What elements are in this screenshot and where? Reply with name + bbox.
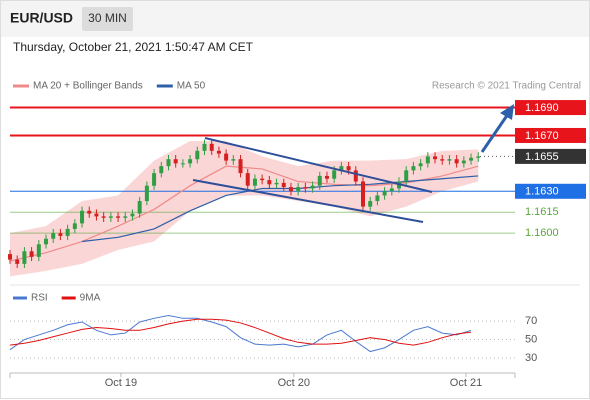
candle-body xyxy=(425,156,430,164)
candle-body xyxy=(65,228,70,236)
candle-body xyxy=(404,170,409,182)
candle-body xyxy=(368,201,373,207)
candle-body xyxy=(166,159,171,167)
symbol: EUR/USD xyxy=(10,10,73,26)
candle-body xyxy=(144,185,149,202)
x-tick-label: Oct 21 xyxy=(450,377,482,389)
y-tick-label: 70 xyxy=(525,315,537,327)
moving-average xyxy=(81,175,479,243)
candle-body xyxy=(411,166,416,171)
candle-body xyxy=(180,163,185,165)
candle-body xyxy=(252,178,257,186)
y-tick-label: 50 xyxy=(525,333,537,345)
interval[interactable]: 30 MIN xyxy=(88,11,127,25)
candle-body xyxy=(209,143,214,151)
candle-body xyxy=(36,244,41,257)
candle-body xyxy=(303,187,308,189)
candle-body xyxy=(173,159,178,164)
y-tick-label: 30 xyxy=(525,352,537,364)
x-tick-label: Oct 19 xyxy=(105,377,137,389)
candle-body xyxy=(310,185,315,189)
candle-body xyxy=(454,159,459,164)
legend-label: MA 20 + Bollinger Bands xyxy=(33,81,143,92)
candle-body xyxy=(51,233,56,239)
candle-body xyxy=(260,178,265,181)
candle-body xyxy=(137,201,142,214)
candle-body xyxy=(360,181,365,207)
rsi-panel: RSI 9MA 30 50 70 xyxy=(9,293,537,364)
candle-body xyxy=(123,216,128,218)
candle-body xyxy=(267,180,272,185)
legend-label: MA 50 xyxy=(177,81,206,92)
candle-body xyxy=(440,159,445,161)
candle-body xyxy=(469,157,474,161)
candle-body xyxy=(332,170,337,179)
candle-body xyxy=(324,175,329,179)
channel-lower xyxy=(192,179,424,223)
candle-body xyxy=(130,213,135,217)
timestamp: Thursday, October 21, 2021 1:50:47 AM CE… xyxy=(13,40,254,54)
candle-body xyxy=(159,166,164,174)
candle-body xyxy=(216,150,221,154)
level-box xyxy=(515,183,586,199)
level-label: 1.1690 xyxy=(525,102,559,114)
indicator-line xyxy=(9,318,472,346)
candle-body xyxy=(94,213,99,217)
candle-body xyxy=(382,191,387,196)
candle-body xyxy=(87,210,92,214)
candle-body xyxy=(461,160,466,164)
candle-body xyxy=(353,170,358,182)
candle-body xyxy=(346,166,351,171)
candle-body xyxy=(447,159,452,161)
level-box xyxy=(515,100,586,116)
projection-arrow xyxy=(480,113,510,153)
candle-body xyxy=(58,233,63,236)
candle-body xyxy=(72,223,77,229)
channel-upper xyxy=(204,137,433,193)
x-tick-label: Oct 20 xyxy=(278,377,310,389)
candle-body xyxy=(375,195,380,202)
source: Research © 2021 Trading Central xyxy=(432,81,581,92)
level-box xyxy=(515,127,586,143)
candle-body xyxy=(224,153,229,161)
candle-body xyxy=(288,187,293,192)
level-box xyxy=(515,148,586,164)
candle-body xyxy=(101,216,106,218)
candle-body xyxy=(433,156,438,160)
candle-body xyxy=(274,182,279,185)
candle-body xyxy=(231,159,236,161)
candle-body xyxy=(418,163,423,167)
legend-label: 9MA xyxy=(80,293,101,304)
candle-body xyxy=(188,159,193,164)
candle-body xyxy=(296,187,301,192)
level-label: 1.1655 xyxy=(525,151,559,163)
candle-body xyxy=(44,238,49,245)
candle-body xyxy=(317,175,322,186)
legend-label: RSI xyxy=(31,293,48,304)
candle-body xyxy=(80,210,85,224)
arrow-head xyxy=(500,104,514,120)
interval-badge[interactable] xyxy=(82,7,133,31)
candle-body xyxy=(202,143,207,151)
level-label: 1.1600 xyxy=(525,227,559,239)
candle-body xyxy=(281,182,286,188)
level-label: 1.1615 xyxy=(525,206,559,218)
level-label: 1.1670 xyxy=(525,130,559,142)
candle-body xyxy=(245,173,250,186)
candle-body xyxy=(152,173,157,186)
candle-body xyxy=(476,156,481,158)
candle-body xyxy=(238,159,243,174)
candle-body xyxy=(195,150,200,160)
candle-body xyxy=(389,188,394,192)
candle-body xyxy=(29,251,34,257)
candle-body xyxy=(8,254,12,260)
candle-body xyxy=(108,216,113,218)
candle-body xyxy=(22,251,27,264)
candle-body xyxy=(15,259,20,264)
level-label: 1.1630 xyxy=(525,186,559,198)
candle-body xyxy=(339,166,344,171)
candle-body xyxy=(116,216,121,218)
